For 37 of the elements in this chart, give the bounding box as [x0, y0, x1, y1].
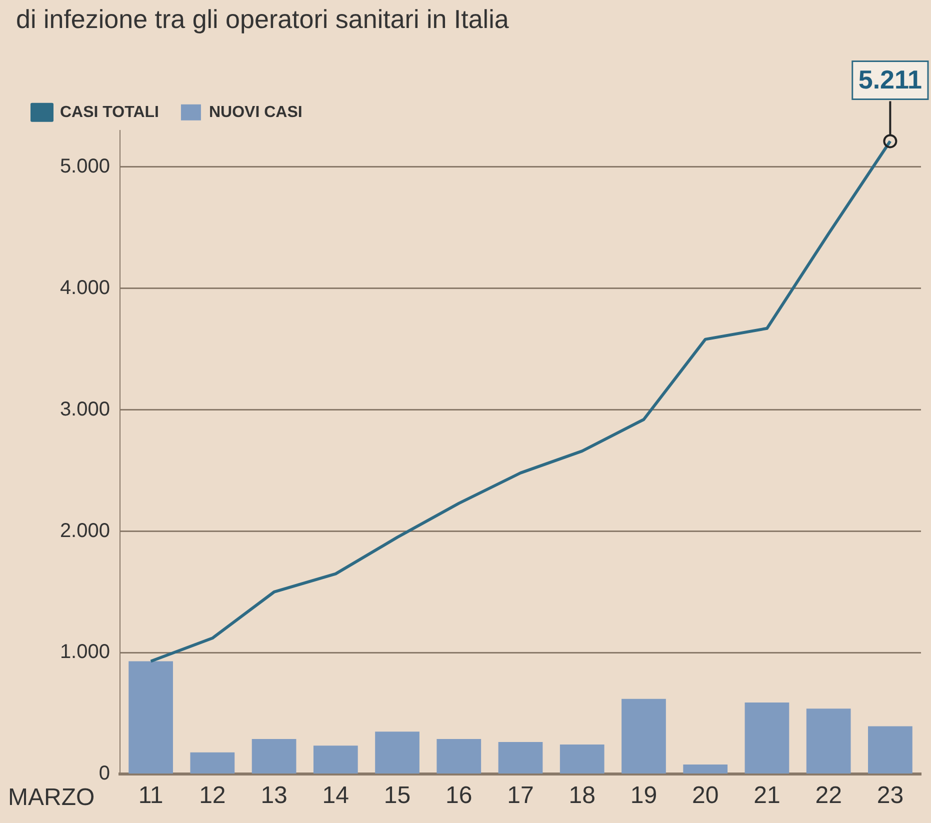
bar	[436, 738, 482, 774]
y-tick-label: 4.000	[60, 276, 110, 299]
bar	[806, 708, 851, 774]
bar	[498, 742, 543, 774]
x-tick-label: 14	[322, 782, 350, 810]
bar	[313, 746, 358, 774]
bar	[744, 702, 790, 774]
legend-label: CASI TOTALI	[60, 104, 159, 121]
x-tick-label: 11	[138, 782, 164, 810]
legend-label: NUOVI CASI	[208, 104, 302, 121]
y-tick-label: 0	[98, 762, 110, 785]
x-tick-label: 23	[876, 782, 904, 810]
bar	[128, 661, 173, 774]
bar	[190, 752, 235, 774]
bar	[560, 744, 604, 774]
chart-title: di infezione tra gli operatori sanitari in Italia	[15, 3, 510, 36]
y-tick-label: 5.000	[60, 155, 110, 178]
bar	[868, 726, 912, 774]
y-tick-label: 1.000	[60, 641, 110, 664]
x-tick-label: 17	[507, 782, 534, 810]
y-tick-label: 3.000	[60, 398, 110, 420]
annotation: 5.211	[858, 64, 922, 94]
bar	[375, 732, 420, 774]
x-tick-label: 20	[692, 782, 719, 810]
x-tick-label: 19	[630, 782, 658, 810]
x-tick-label: 12	[199, 782, 226, 810]
bar	[683, 764, 728, 774]
x-tick-label: 18	[568, 782, 596, 810]
bar	[622, 698, 666, 774]
bar	[252, 738, 296, 774]
x-tick-label: 15	[384, 782, 411, 810]
x-tick-label: 22	[815, 782, 842, 810]
x-axis-title: MARZO	[8, 784, 95, 811]
y-tick-label: 2.000	[60, 520, 110, 542]
x-tick-label: 16	[446, 782, 472, 810]
x-tick-label: 13	[260, 782, 288, 810]
x-tick-label: 21	[754, 782, 780, 810]
